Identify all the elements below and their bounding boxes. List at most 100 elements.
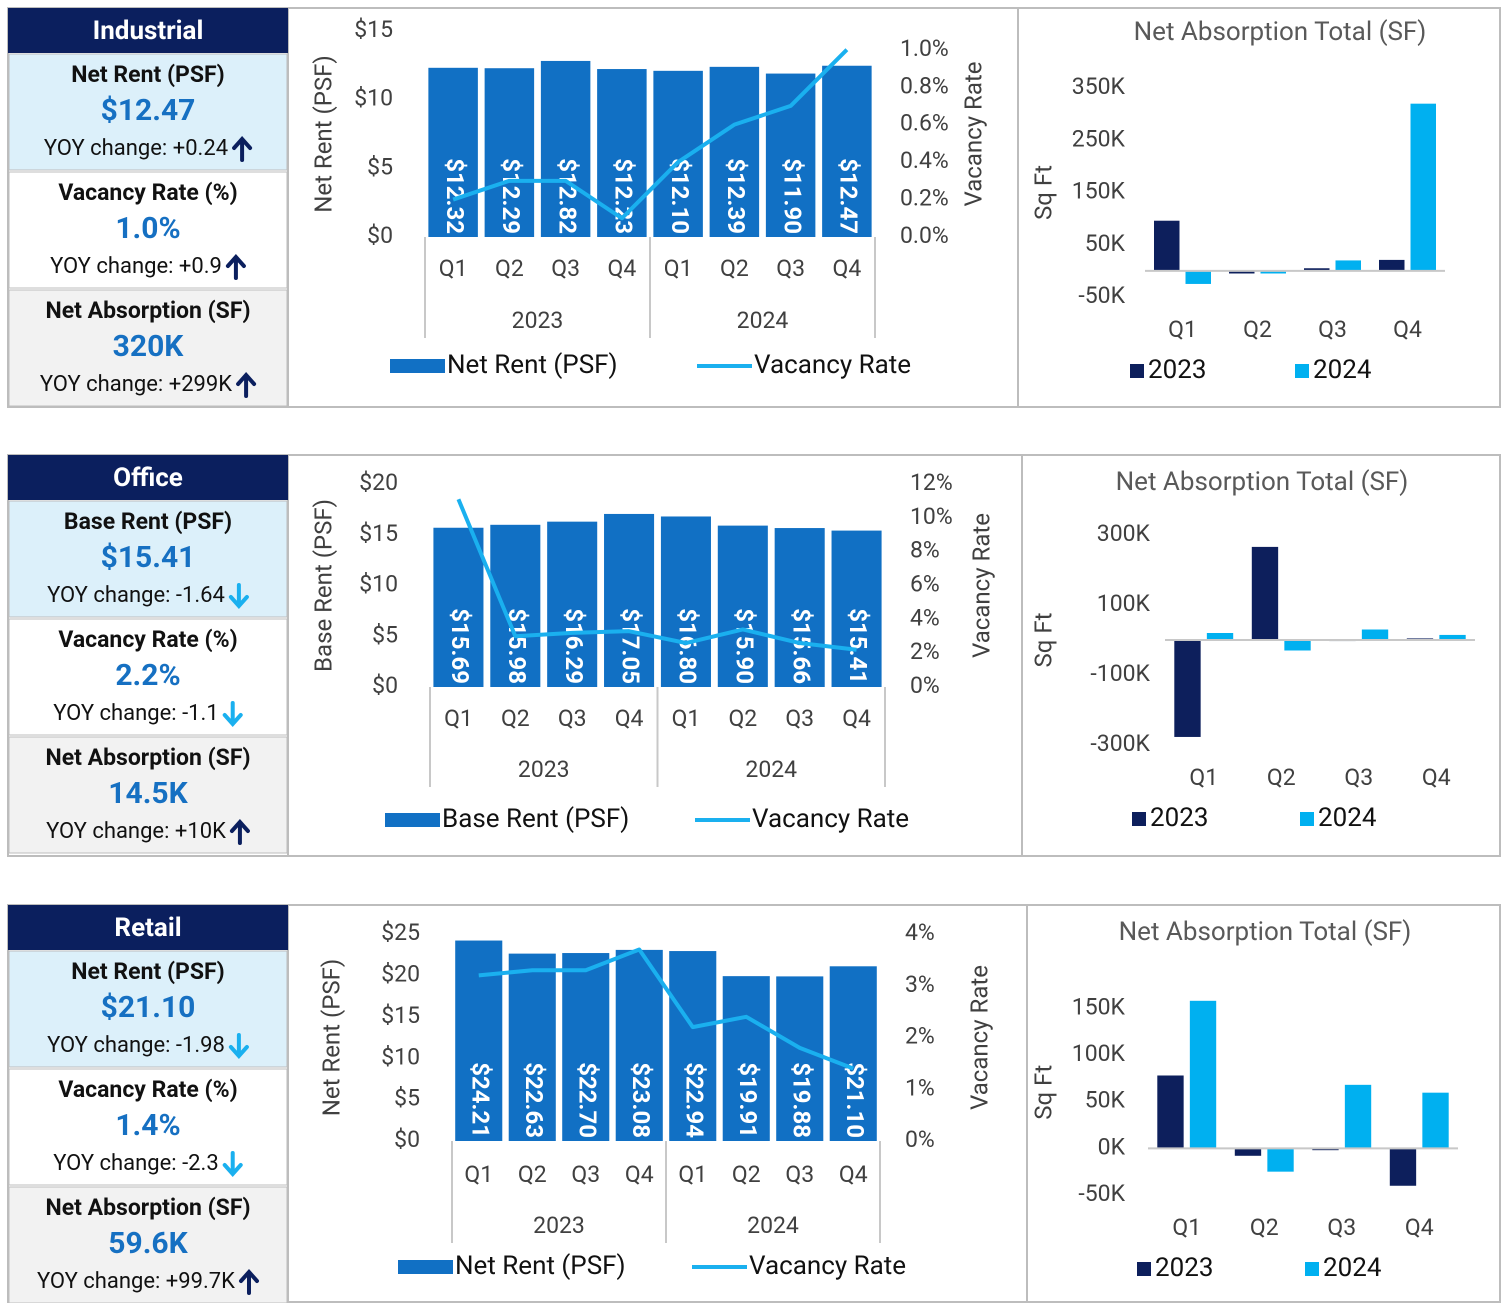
data-label: $16.29 [560,608,588,684]
y-tick-label: $20 [359,469,398,496]
bar [540,60,591,238]
x-tick-label: Q3 [1344,764,1373,791]
y-tick-label: $15 [381,1002,420,1029]
chart-title: Net Absorption Total (SF) [1116,467,1409,497]
y-tick-label: $0 [372,672,398,699]
bar [1439,634,1466,640]
chart-title: Net Absorption Total (SF) [1119,917,1412,947]
x-tick-label: Q4 [839,1161,868,1188]
legend-label: Vacancy Rate [754,350,911,380]
data-label: $22.94 [680,1062,708,1138]
stat-label: Net Absorption (SF) [45,297,250,324]
bar [831,530,882,687]
stat-label: Net Rent (PSF) [71,61,224,88]
y-tick-label: 100K [1097,590,1151,617]
line-series [456,498,857,652]
stat-label: Vacancy Rate (%) [58,1076,237,1103]
y2-tick-label: 12% [910,469,953,496]
y-tick-label: -50K [1078,282,1125,309]
y2-tick-label: 3% [905,971,935,998]
x-tick-label: Q2 [1267,764,1296,791]
x-tick-label: Q3 [785,1161,814,1188]
y-axis-title: Sq Ft [1029,1065,1057,1120]
x-group-label: 2023 [533,1212,585,1239]
stat-value: 2.2% [115,658,180,693]
data-label: $21.10 [841,1062,869,1138]
bar [1234,1148,1262,1156]
bar [1410,103,1436,271]
x-tick-label: Q3 [1318,316,1347,343]
x-tick-label: Q3 [558,705,587,732]
x-tick-label: Q3 [551,255,580,282]
stat-label: Vacancy Rate (%) [58,179,237,206]
y-tick-label: 150K [1072,178,1126,205]
y2-tick-label: 8% [910,537,940,564]
x-tick-label: Q1 [664,255,693,282]
y-tick-label: $5 [394,1085,420,1112]
y-tick-label: $0 [394,1126,420,1153]
stat-value: $12.47 [101,93,196,128]
x-tick-label: Q1 [1168,316,1197,343]
legend-label: 2023 [1150,803,1208,833]
legend-swatch [385,813,440,827]
legend-swatch [1137,1262,1151,1276]
x-tick-label: Q4 [615,705,644,732]
data-label: $19.88 [787,1062,815,1138]
stat-label: Net Rent (PSF) [71,958,224,985]
legend-swatch [1300,812,1314,826]
x-tick-label: Q2 [1243,316,1272,343]
direction-arrow [225,253,246,280]
bar [1260,270,1286,274]
bar [490,524,541,687]
x-tick-label: Q2 [728,705,757,732]
data-label: $12.47 [835,158,863,234]
stat-block [8,1186,288,1303]
x-group-label: 2024 [747,1212,799,1239]
y2-tick-label: 1% [905,1074,935,1101]
bar [765,73,816,237]
legend-label: Base Rent (PSF) [442,804,629,834]
bar [1154,220,1180,271]
x-tick-label: Q2 [495,255,524,282]
stat-change: YOY change: +0.24 [44,136,228,161]
direction-arrow [232,135,253,162]
bar [774,528,825,687]
direction-arrow [229,818,250,845]
bar [709,66,760,238]
legend-swatch [398,1260,453,1274]
bar [1174,640,1201,737]
y2-axis-title: Vacancy Rate [959,62,987,207]
stat-block [8,289,288,407]
y-tick-label: $0 [367,222,393,249]
bar [717,525,768,687]
y-tick-label: $10 [354,85,393,112]
y2-tick-label: 6% [910,571,940,598]
legend-label: Vacancy Rate [749,1251,906,1281]
panel-header [8,905,288,950]
x-tick-label: Q2 [501,705,530,732]
direction-arrow [238,1268,259,1295]
bar [1344,1084,1372,1149]
stat-value: $21.10 [101,990,196,1025]
y2-axis-title: Vacancy Rate [965,965,993,1110]
y-axis-title: Sq Ft [1029,165,1057,220]
legend-label: 2024 [1313,355,1372,385]
bar [776,976,824,1141]
bar [1389,1148,1417,1186]
x-tick-label: Q1 [678,1161,707,1188]
bar [822,65,872,237]
x-tick-label: Q1 [444,705,473,732]
bar [604,513,655,687]
stat-label: Net Absorption (SF) [45,744,250,771]
stat-value: $15.41 [101,540,196,575]
x-tick-label: Q3 [571,1161,600,1188]
x-tick-label: Q4 [833,255,862,282]
x-tick-label: Q2 [720,255,749,282]
x-group-label: 2023 [518,756,570,783]
line-series [478,947,854,1071]
bar [1251,546,1279,640]
stat-change: YOY change: -1.98 [47,1033,225,1058]
x-tick-label: Q4 [842,705,871,732]
y-tick-label: 50K [1085,230,1126,257]
